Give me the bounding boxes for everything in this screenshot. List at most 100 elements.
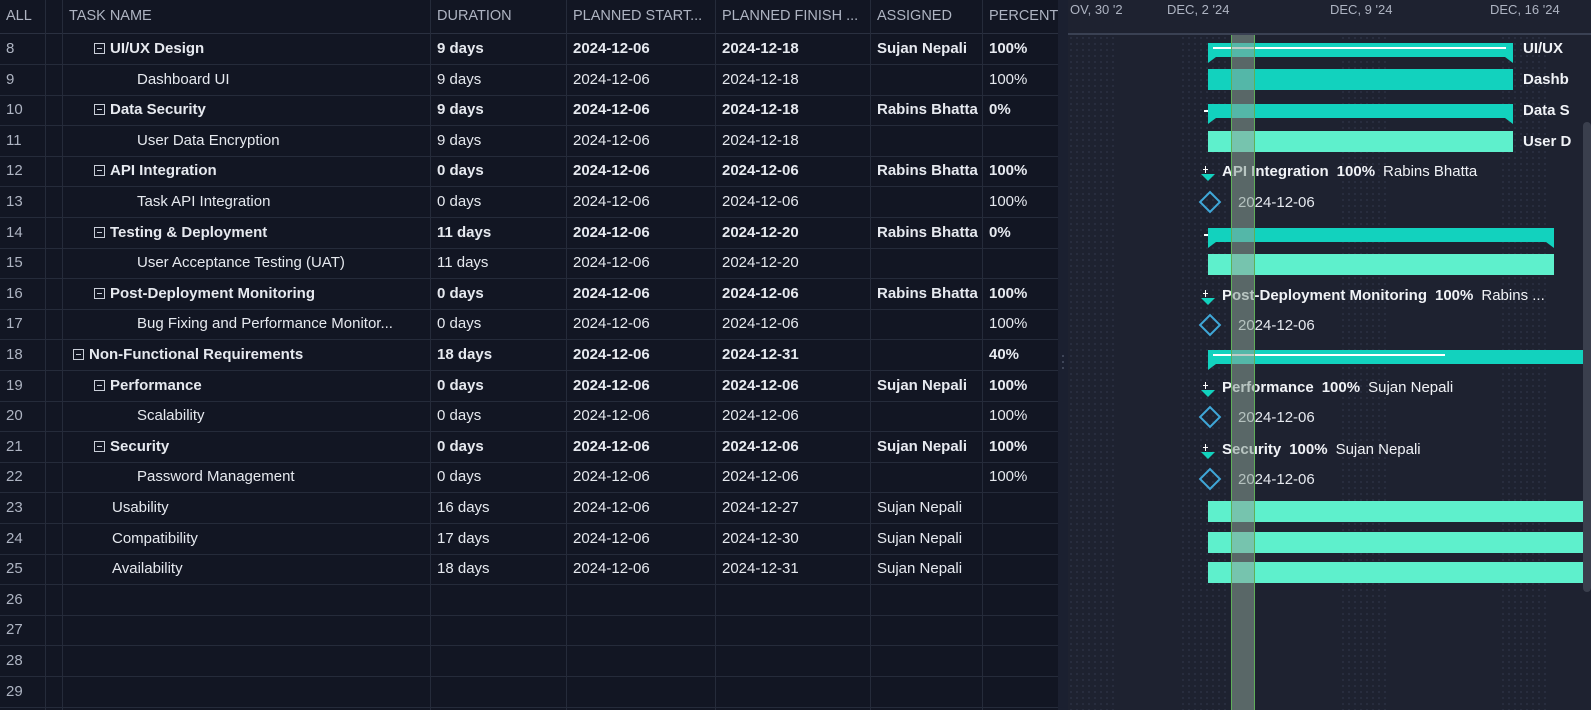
summary-bar-ui-ux[interactable] bbox=[1208, 43, 1513, 63]
planned-finish-cell[interactable]: 2024-12-06 bbox=[722, 284, 799, 302]
planned-finish-cell[interactable]: 2024-12-31 bbox=[722, 560, 799, 578]
summary-bar-data-security[interactable] bbox=[1208, 104, 1513, 124]
duration-cell[interactable]: 9 days bbox=[437, 70, 482, 88]
table-row[interactable]: 10 Data Security 9 days 2024-12-06 2024-12-1… bbox=[0, 95, 1058, 127]
assigned-cell[interactable] bbox=[871, 187, 983, 217]
duration-cell[interactable]: 0 days bbox=[437, 315, 482, 333]
percent-cell[interactable] bbox=[983, 493, 1041, 523]
assigned-cell[interactable]: Sujan Nepali bbox=[877, 560, 963, 578]
assigned-cell[interactable]: Rabins Bhatta bbox=[877, 284, 978, 302]
summary-bar-testing-deployment[interactable] bbox=[1208, 228, 1554, 248]
percent-cell[interactable]: 100% bbox=[989, 315, 1028, 333]
assigned-cell[interactable]: Rabins Bhatta bbox=[877, 162, 978, 180]
table-row[interactable]: 26 bbox=[0, 585, 1058, 616]
column-header-planned-start[interactable]: PLANNED START... bbox=[573, 8, 703, 24]
percent-cell[interactable]: 100% bbox=[989, 437, 1028, 455]
planned-start-cell[interactable]: 2024-12-06 bbox=[573, 254, 650, 272]
collapse-toggle-icon[interactable] bbox=[94, 165, 105, 177]
table-row[interactable]: 16 Post-Deployment Monitoring 0 days 2024-1… bbox=[0, 279, 1058, 310]
planned-start-cell[interactable]: 2024-12-06 bbox=[573, 70, 650, 88]
task-name-cell[interactable]: Availability bbox=[63, 554, 431, 584]
task-name-cell[interactable] bbox=[63, 677, 431, 707]
task-bar-dashboard-ui[interactable] bbox=[1208, 69, 1513, 90]
percent-cell[interactable] bbox=[983, 524, 1041, 554]
duration-cell[interactable]: 17 days bbox=[437, 529, 490, 547]
planned-finish-cell[interactable]: 2024-12-18 bbox=[722, 131, 799, 149]
planned-start-cell[interactable]: 2024-12-06 bbox=[573, 40, 650, 57]
table-row[interactable]: 8 UI/UX Design 9 days 2024-12-06 2024-12-18 S… bbox=[0, 34, 1058, 65]
assigned-cell[interactable] bbox=[871, 462, 983, 492]
task-name-cell[interactable]: Security bbox=[63, 432, 431, 462]
duration-cell[interactable]: 0 days bbox=[437, 468, 482, 486]
percent-cell[interactable]: 0% bbox=[989, 223, 1011, 241]
task-name-cell[interactable]: Scalability bbox=[63, 401, 431, 431]
duration-cell[interactable]: 9 days bbox=[437, 40, 484, 57]
duration-cell[interactable]: 9 days bbox=[437, 101, 484, 119]
task-name-cell[interactable]: Usability bbox=[63, 493, 431, 523]
task-bar-user-data-encryption[interactable] bbox=[1208, 131, 1513, 152]
table-row[interactable]: 27 bbox=[0, 615, 1058, 647]
assigned-cell[interactable] bbox=[871, 340, 983, 370]
percent-cell[interactable]: 100% bbox=[989, 162, 1028, 180]
planned-finish-cell[interactable]: 2024-12-27 bbox=[722, 499, 799, 516]
planned-finish-cell[interactable]: 2024-12-06 bbox=[722, 468, 799, 486]
duration-cell[interactable]: 11 days bbox=[437, 223, 492, 241]
collapse-toggle-icon[interactable] bbox=[94, 104, 105, 116]
table-row[interactable]: 12 API Integration 0 days 2024-12-06 2024-12… bbox=[0, 156, 1058, 188]
percent-cell[interactable]: 100% bbox=[989, 40, 1028, 57]
collapse-toggle-icon[interactable] bbox=[73, 349, 84, 360]
percent-cell[interactable] bbox=[983, 615, 1041, 645]
task-bar-usability[interactable] bbox=[1208, 501, 1591, 522]
table-row[interactable]: 19 Performance 0 days 2024-12-06 2024-12-06 S… bbox=[0, 371, 1058, 402]
assigned-cell[interactable] bbox=[871, 585, 983, 615]
duration-cell[interactable] bbox=[431, 646, 567, 676]
planned-start-cell[interactable]: 2024-12-06 bbox=[573, 284, 650, 302]
task-name-cell[interactable]: Task API Integration bbox=[63, 187, 431, 217]
planned-finish-cell[interactable] bbox=[716, 646, 871, 676]
planned-start-cell[interactable] bbox=[567, 615, 716, 645]
task-name-cell[interactable]: Testing & Deployment bbox=[63, 218, 431, 248]
percent-cell[interactable]: 100% bbox=[989, 376, 1028, 394]
summary-bar-non-functional[interactable] bbox=[1208, 350, 1591, 370]
column-header-task-name[interactable]: TASK NAME bbox=[69, 8, 152, 24]
planned-start-cell[interactable]: 2024-12-06 bbox=[573, 315, 650, 333]
collapse-toggle-icon[interactable] bbox=[94, 226, 105, 238]
table-row[interactable]: 28 bbox=[0, 646, 1058, 677]
planned-start-cell[interactable] bbox=[567, 677, 716, 707]
duration-cell[interactable]: 0 days bbox=[437, 162, 484, 180]
task-name-cell[interactable] bbox=[63, 646, 431, 676]
planned-start-cell[interactable]: 2024-12-06 bbox=[573, 162, 650, 180]
task-name-cell[interactable] bbox=[63, 585, 431, 615]
assigned-cell[interactable]: Sujan Nepali bbox=[877, 437, 968, 455]
percent-cell[interactable]: 40% bbox=[989, 346, 1020, 363]
planned-finish-cell[interactable]: 2024-12-31 bbox=[722, 346, 799, 363]
duration-cell[interactable]: 9 days bbox=[437, 131, 482, 149]
planned-start-cell[interactable] bbox=[567, 585, 716, 615]
table-row[interactable]: 22 Password Management 0 days 2024-12-06 202… bbox=[0, 462, 1058, 494]
table-row[interactable]: 21 Security 0 days 2024-12-06 2024-12-06 Suja… bbox=[0, 432, 1058, 463]
percent-cell[interactable] bbox=[983, 646, 1041, 676]
table-row[interactable]: 25 Availability 18 days 2024-12-06 2024-12-3… bbox=[0, 554, 1058, 586]
assigned-cell[interactable]: Sujan Nepali bbox=[877, 529, 963, 547]
planned-start-cell[interactable]: 2024-12-06 bbox=[573, 223, 650, 241]
assigned-cell[interactable] bbox=[871, 248, 983, 278]
percent-cell[interactable] bbox=[983, 554, 1041, 584]
table-row[interactable]: 9 Dashboard UI 9 days 2024-12-06 2024-12-18 1… bbox=[0, 65, 1058, 96]
duration-cell[interactable]: 0 days bbox=[437, 284, 484, 302]
assigned-cell[interactable] bbox=[871, 615, 983, 645]
planned-start-cell[interactable] bbox=[567, 646, 716, 676]
duration-cell[interactable] bbox=[431, 677, 567, 707]
assigned-cell[interactable] bbox=[871, 646, 983, 676]
table-row[interactable]: 18 Non-Functional Requirements 18 days 2024… bbox=[0, 340, 1058, 371]
duration-cell[interactable]: 18 days bbox=[437, 346, 493, 363]
task-name-cell[interactable]: Post-Deployment Monitoring bbox=[63, 279, 431, 309]
planned-finish-cell[interactable]: 2024-12-06 bbox=[722, 162, 799, 180]
duration-cell[interactable]: 11 days bbox=[437, 254, 489, 272]
task-name-cell[interactable]: Non-Functional Requirements bbox=[63, 340, 431, 370]
task-name-cell[interactable]: Bug Fixing and Performance Monitor... bbox=[63, 309, 431, 339]
task-name-cell[interactable]: UI/UX Design bbox=[63, 34, 431, 64]
planned-start-cell[interactable]: 2024-12-06 bbox=[573, 193, 650, 210]
table-row[interactable]: 23 Usability 16 days 2024-12-06 2024-12-27 Su… bbox=[0, 493, 1058, 524]
assigned-cell[interactable]: Rabins Bhatta bbox=[877, 223, 978, 241]
table-row[interactable]: 29 bbox=[0, 677, 1058, 708]
